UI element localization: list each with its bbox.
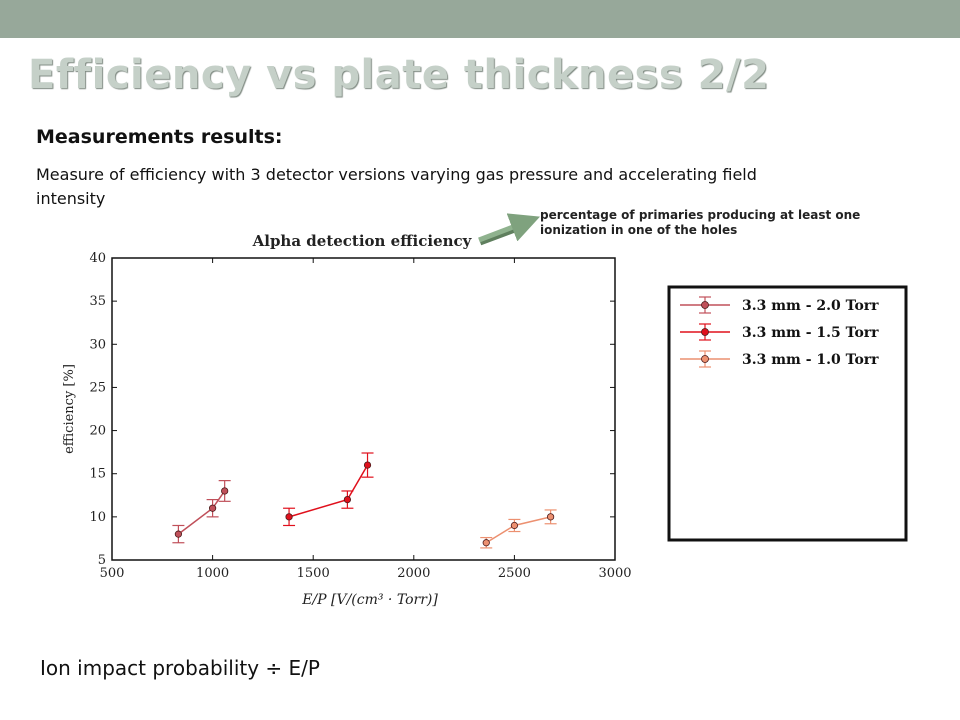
series-line bbox=[177, 490, 226, 535]
data-point bbox=[221, 487, 229, 495]
series-line bbox=[288, 464, 369, 518]
slide-subtitle: Measurements results: bbox=[36, 126, 283, 148]
legend-entry: 3.3 mm - 1.5 Torr bbox=[680, 323, 879, 341]
y-tick-label: 30 bbox=[89, 337, 106, 352]
legend-entry: 3.3 mm - 2.0 Torr bbox=[680, 296, 879, 314]
axis-ticks: 500 1000 1500 2000 2500 3000 5 10 15 20 25 30 35 40 bbox=[89, 251, 631, 581]
legend-marker bbox=[701, 328, 709, 336]
series-line bbox=[485, 516, 551, 544]
series-3 bbox=[480, 509, 557, 549]
data-series-layer bbox=[172, 452, 557, 549]
legend-marker bbox=[701, 301, 709, 309]
legend-box bbox=[667, 285, 908, 542]
chart-title: Alpha detection efficiency bbox=[252, 232, 473, 250]
legend-label: 3.3 mm - 1.0 Torr bbox=[742, 352, 879, 368]
slide-title: Efficiency vs plate thickness 2/2 bbox=[28, 52, 770, 98]
x-tick-label: 3000 bbox=[598, 566, 631, 581]
y-tick-label: 35 bbox=[89, 294, 106, 309]
y-tick-label: 5 bbox=[98, 553, 106, 568]
x-tick-label: 1500 bbox=[297, 566, 330, 581]
x-tick-label: 1000 bbox=[196, 566, 229, 581]
y-tick-label: 10 bbox=[89, 510, 106, 525]
x-tick-label: 2000 bbox=[397, 566, 430, 581]
data-point bbox=[209, 504, 217, 512]
legend: 3.3 mm - 2.0 Torr 3.3 mm - 1.5 Torr 3.3 mm… bbox=[680, 296, 879, 368]
legend-marker bbox=[701, 355, 709, 363]
legend-entry: 3.3 mm - 1.0 Torr bbox=[680, 350, 879, 368]
data-point bbox=[510, 521, 519, 530]
top-bar bbox=[0, 0, 960, 38]
series-2 bbox=[283, 452, 374, 527]
footer-text: Ion impact probability ÷ E/P bbox=[40, 656, 320, 680]
series-1 bbox=[172, 480, 231, 544]
y-tick-label: 15 bbox=[89, 467, 106, 482]
data-point bbox=[285, 513, 293, 521]
legend-label: 3.3 mm - 2.0 Torr bbox=[742, 298, 879, 314]
x-tick-label: 2500 bbox=[498, 566, 531, 581]
x-tick-label: 500 bbox=[100, 566, 125, 581]
annotation-arrow bbox=[478, 213, 541, 243]
y-tick-label: 20 bbox=[89, 424, 106, 439]
data-point bbox=[343, 495, 352, 504]
x-axis-label: E/P [V/(cm³ · Torr)] bbox=[301, 592, 438, 608]
y-tick-label: 25 bbox=[89, 380, 106, 395]
data-point bbox=[482, 539, 490, 547]
slide-description: Measure of efficiency with 3 detector ve… bbox=[36, 165, 757, 208]
data-point bbox=[547, 513, 555, 521]
data-point bbox=[174, 530, 182, 538]
data-point bbox=[363, 461, 372, 469]
plot-area-frame bbox=[111, 257, 616, 561]
y-axis-label: efficiency [%] bbox=[62, 364, 77, 454]
y-tick-label: 40 bbox=[89, 251, 106, 266]
legend-label: 3.3 mm - 1.5 Torr bbox=[742, 325, 879, 341]
annotation-text: percentage of primaries producing at lea… bbox=[540, 208, 861, 237]
